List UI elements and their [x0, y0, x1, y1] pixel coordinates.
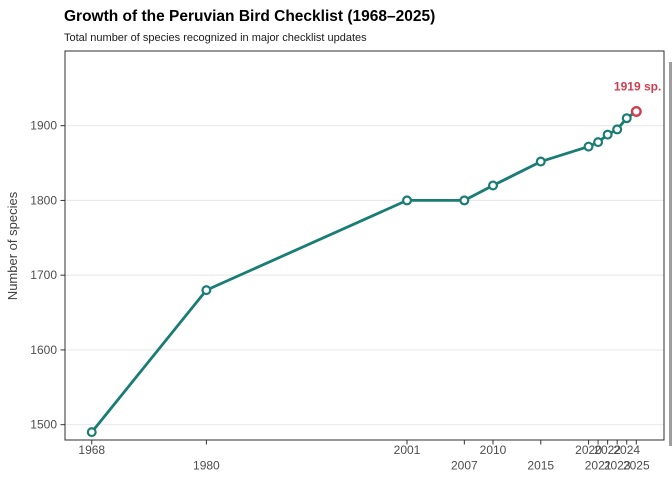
x-tick-label-1980: 1980	[193, 459, 220, 473]
x-tick-label-2015: 2015	[527, 459, 554, 473]
x-tick-label-2021: 2021	[585, 459, 612, 473]
x-tick-label-2007: 2007	[451, 459, 478, 473]
data-point-2007	[459, 195, 470, 206]
x-tick-label-2001: 2001	[394, 443, 421, 457]
y-tick-label-1800: 1800	[30, 193, 57, 207]
annotation-1919-sp: 1919 sp.	[614, 80, 661, 94]
data-point-1980	[201, 285, 212, 296]
x-tick-label-2024: 2024	[613, 443, 640, 457]
data-point-2010	[487, 180, 498, 191]
data-point-1968	[86, 427, 97, 438]
chart-subtitle: Total number of species recognized in ma…	[64, 32, 367, 44]
data-point-2001	[402, 195, 413, 206]
data-point-2015	[535, 156, 546, 167]
axis-layer: 1500 1600 1700 1800 1900 1968 2001 2010 20202022…	[30, 50, 665, 473]
y-tick-label-1900: 1900	[30, 119, 57, 133]
data-point-2020	[583, 141, 594, 152]
series-line	[90, 110, 638, 434]
panel-border	[64, 50, 665, 441]
y-axis-title: Number of species	[5, 191, 20, 300]
data-point-2024	[621, 113, 632, 124]
x-tick-label-1968: 1968	[78, 443, 105, 457]
x-tick-label-2022: 2022	[594, 443, 621, 457]
data-point-2023	[612, 124, 623, 135]
y-tick-label-1600: 1600	[30, 343, 57, 357]
series-layer	[86, 105, 642, 438]
y-tick-label-1700: 1700	[30, 268, 57, 282]
pane-right-edge-strip	[669, 62, 672, 446]
data-point-2021	[593, 137, 604, 148]
x-tick-label-2020: 2020	[575, 443, 602, 457]
x-tick-label-2010: 2010	[480, 443, 507, 457]
chart-title: Growth of the Peruvian Bird Checklist (1…	[64, 8, 435, 25]
x-tick-label-2023: 2023	[604, 459, 631, 473]
x-tick-label-2025: 2025	[623, 459, 650, 473]
y-tick-label-1500: 1500	[30, 418, 57, 432]
data-point-2022	[602, 129, 613, 140]
grid-layer	[65, 125, 664, 426]
data-point-2025-highlight	[630, 105, 642, 117]
